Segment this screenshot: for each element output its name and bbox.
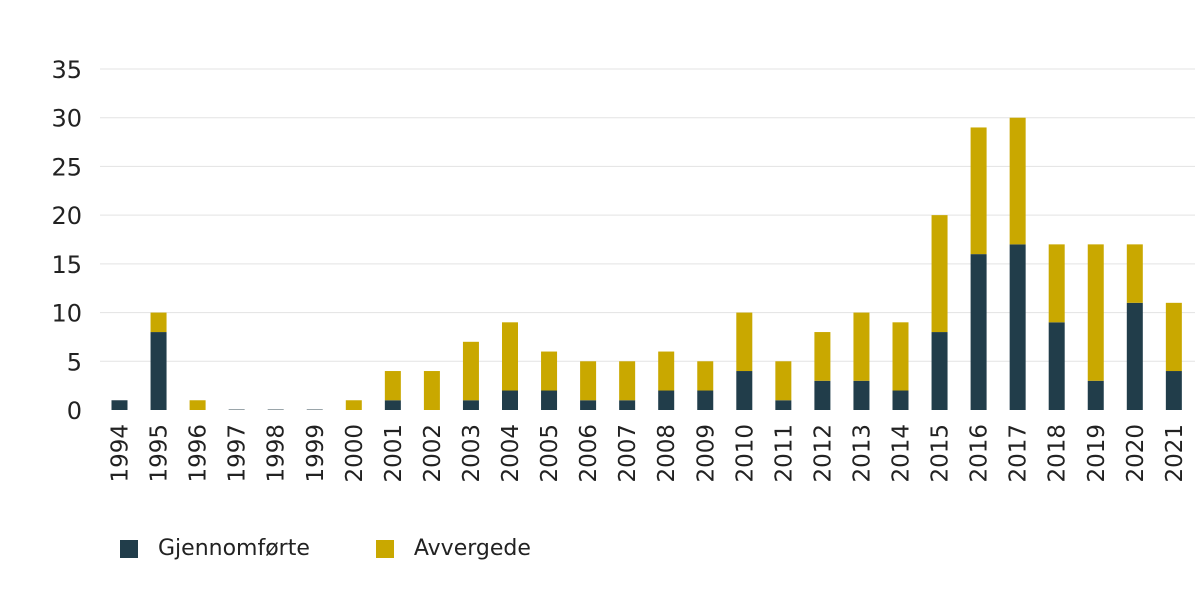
x-tick-label-2000: 2000 — [342, 424, 368, 483]
bar-avvergede-2008 — [658, 351, 675, 391]
x-tick-label-2017: 2017 — [1006, 424, 1032, 483]
x-tick-label-2019: 2019 — [1084, 424, 1110, 483]
bar-avvergede-2020 — [1126, 244, 1143, 303]
x-tick-label-2014: 2014 — [889, 424, 915, 483]
y-tick-label: 10 — [51, 300, 82, 328]
legend-item-gjennomforte: Gjennomførte — [120, 536, 310, 561]
x-tick-label-2005: 2005 — [537, 424, 563, 483]
x-tick-label-2003: 2003 — [459, 424, 485, 483]
x-tick-label-2020: 2020 — [1123, 424, 1149, 483]
legend-swatch-gjennomforte — [120, 539, 138, 558]
bar-gjennomforte-1995 — [150, 332, 167, 410]
x-tick-label-2011: 2011 — [771, 424, 797, 483]
bar-avvergede-2018 — [1048, 244, 1065, 323]
x-tick-label-2021: 2021 — [1162, 424, 1188, 483]
x-tick-label-2006: 2006 — [576, 424, 602, 483]
legend-item-avvergede: Avvergede — [375, 536, 531, 561]
y-tick-label: 20 — [51, 202, 82, 230]
bar-avvergede-2001 — [384, 371, 401, 401]
bar-avvergede-2013 — [853, 312, 870, 381]
bar-avvergede-1995 — [150, 312, 167, 333]
bar-gjennomforte-2007 — [619, 400, 636, 410]
bar-gjennomforte-2008 — [658, 390, 675, 410]
x-tick-label-2010: 2010 — [732, 424, 758, 483]
x-axis-ticks: 1994 1995 1996 1997 1998 1999 2000 2001 2002 2003… — [108, 424, 1188, 483]
x-tick-label-1996: 1996 — [186, 424, 212, 483]
x-tick-label-1994: 1994 — [108, 424, 134, 483]
bar-gjennomforte-2016 — [970, 254, 987, 410]
x-tick-label-2018: 2018 — [1045, 424, 1071, 483]
gridlines — [100, 68, 1195, 362]
bar-avvergede-2019 — [1087, 244, 1104, 381]
legend-label-gjennomforte: Gjennomførte — [158, 536, 310, 561]
y-tick-label: 35 — [51, 56, 82, 84]
bar-avvergede-2006 — [580, 361, 597, 401]
bar-gjennomforte-2011 — [775, 400, 792, 410]
bar-avvergede-2010 — [736, 312, 753, 372]
bar-gjennomforte-2003 — [462, 400, 479, 410]
bar-gjennomforte-2005 — [541, 390, 558, 410]
x-tick-label-2013: 2013 — [849, 424, 875, 483]
y-axis-ticks: 0 5 10 15 20 25 30 35 — [51, 56, 82, 425]
bar-avvergede-2016 — [970, 127, 987, 255]
legend-label-avvergede: Avvergede — [413, 536, 531, 561]
bar-avvergede-2009 — [697, 361, 714, 391]
x-tick-label-2012: 2012 — [810, 424, 836, 483]
x-tick-label-2001: 2001 — [381, 424, 407, 483]
bar-avvergede-2003 — [462, 341, 479, 401]
x-tick-label-1999: 1999 — [303, 424, 329, 483]
y-tick-label: 15 — [51, 251, 82, 279]
bar-gjennomforte-2012 — [814, 380, 831, 410]
bar-gjennomforte-2010 — [736, 371, 753, 410]
x-tick-label-1998: 1998 — [264, 424, 290, 483]
y-tick-label: 25 — [51, 153, 82, 181]
y-tick-label: 5 — [67, 348, 82, 376]
x-tick-label-2008: 2008 — [654, 424, 680, 483]
bar-gjennomforte-2004 — [502, 390, 518, 410]
bar-avvergede-2007 — [619, 361, 636, 401]
bar-avvergede-1996 — [189, 400, 206, 410]
bar-zero-1997 — [228, 409, 245, 410]
bar-zero-1998 — [267, 409, 284, 410]
x-tick-label-2004: 2004 — [498, 424, 524, 483]
bar-avvergede-2014 — [892, 322, 909, 391]
bar-gjennomforte-2014 — [892, 390, 909, 410]
bar-avvergede-2021 — [1165, 302, 1182, 372]
bar-avvergede-2017 — [1009, 117, 1026, 245]
bar-gjennomforte-2001 — [384, 400, 401, 410]
bar-avvergede-2002 — [423, 371, 440, 410]
bar-gjennomforte-2021 — [1165, 371, 1182, 410]
bar-gjennomforte-2013 — [853, 380, 870, 410]
x-tick-label-2002: 2002 — [420, 424, 446, 483]
x-tick-label-2016: 2016 — [967, 424, 993, 483]
bars — [111, 117, 1182, 410]
bar-gjennomforte-2019 — [1087, 380, 1104, 410]
stacked-bar-chart: 0 5 10 15 20 25 30 35 1994 1995 1996 1997 1998 1999 2… — [51, 56, 1195, 483]
bar-gjennomforte-2018 — [1048, 322, 1065, 410]
legend-swatch-avvergede — [375, 539, 394, 558]
bar-gjennomforte-2009 — [697, 390, 714, 410]
bar-avvergede-2012 — [814, 332, 831, 381]
y-tick-label: 30 — [51, 105, 82, 133]
legend: Gjennomførte Avvergede — [120, 536, 531, 561]
y-tick-label: 0 — [67, 397, 82, 425]
bar-avvergede-2005 — [541, 351, 558, 391]
x-tick-label-2009: 2009 — [693, 424, 719, 483]
x-tick-label-2007: 2007 — [615, 424, 641, 483]
bar-avvergede-2011 — [775, 361, 792, 401]
x-tick-label-1997: 1997 — [225, 424, 251, 483]
bar-gjennomforte-2015 — [931, 332, 948, 410]
bar-avvergede-2000 — [345, 400, 362, 410]
bar-avvergede-2004 — [502, 322, 518, 391]
bar-avvergede-2015 — [931, 215, 948, 333]
bar-gjennomforte-2020 — [1126, 302, 1143, 410]
bar-gjennomforte-1994 — [111, 400, 128, 410]
bar-gjennomforte-2006 — [580, 400, 597, 410]
x-tick-label-1995: 1995 — [147, 424, 173, 483]
bar-gjennomforte-2017 — [1009, 244, 1026, 410]
x-tick-label-2015: 2015 — [928, 424, 954, 483]
bar-zero-1999 — [306, 409, 323, 410]
